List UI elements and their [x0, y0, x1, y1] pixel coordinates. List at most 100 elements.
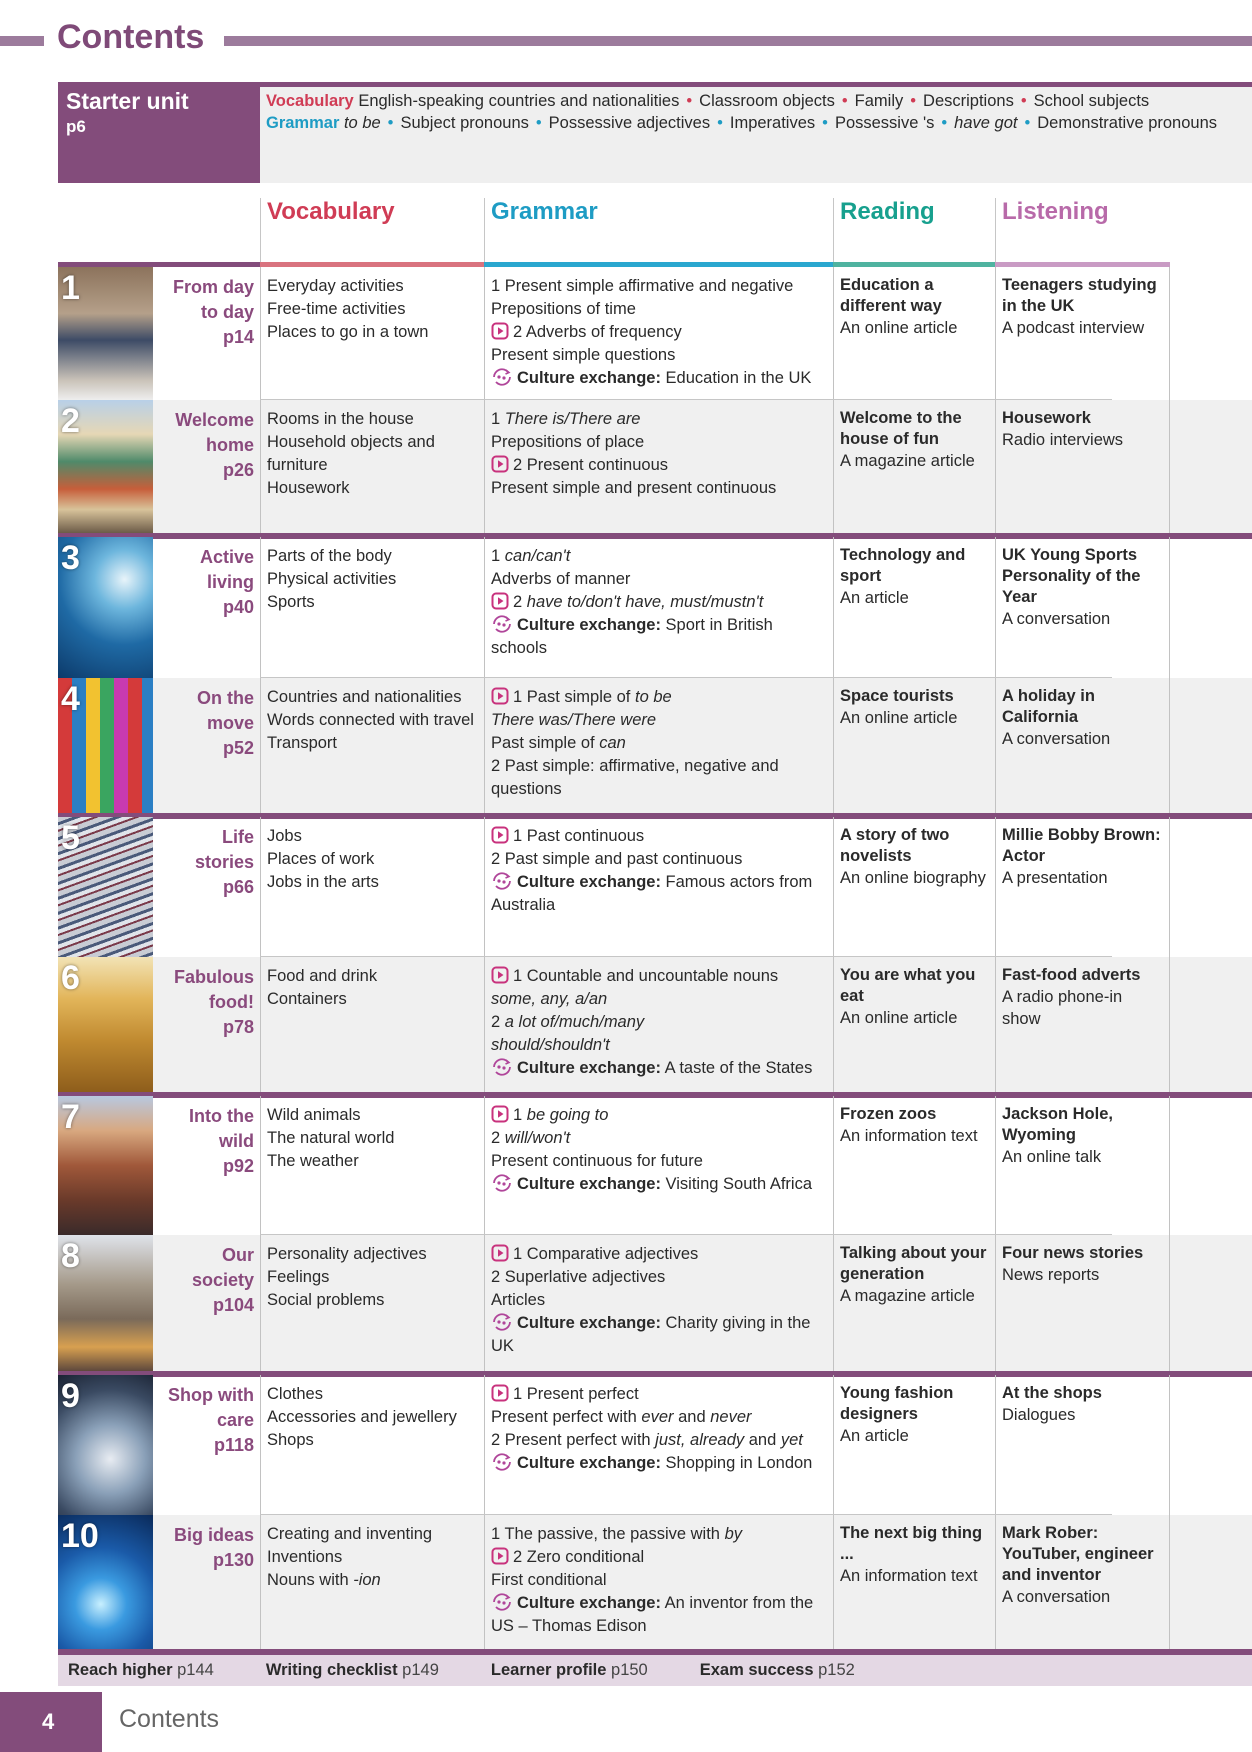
unit-title-link[interactable]: Shop with care p118 [153, 1375, 260, 1515]
listening-text-type: News reports [1002, 1266, 1100, 1284]
unit-title-link[interactable]: Fabulous food! p78 [153, 957, 260, 1096]
listening-cell: Millie Bobby Brown: Actor A presentation [995, 817, 1170, 957]
text-segment: Social problems [267, 1291, 385, 1309]
starter-unit-label[interactable]: Starter unit p6 [58, 82, 260, 183]
row-divider [260, 399, 1112, 400]
vocabulary-item: Wild animals [267, 1104, 478, 1127]
unit-photo: 1 [58, 267, 153, 400]
unit-row[interactable]: 10 Big ideas p130 Creating and inventing Inv… [58, 1515, 1252, 1652]
column-header-bar [995, 262, 1170, 267]
text-segment: 1 Past simple of [513, 688, 635, 706]
footer-link-writing-checklist[interactable]: Writing checklist p149 [266, 1661, 439, 1679]
grammar-cell: 1 Past simple of to be There was/There we… [484, 678, 833, 817]
unit-title-line: Shop with [168, 1385, 254, 1405]
text-segment: Free-time activities [267, 300, 406, 318]
unit-title-link[interactable]: Big ideas p130 [153, 1515, 260, 1652]
unit-row[interactable]: 2 Welcome home p26 Rooms in the house Househo… [58, 400, 1252, 537]
reading-text-type: An online article [840, 1009, 958, 1027]
footer-link-reach-higher[interactable]: Reach higher p144 [68, 1661, 214, 1679]
text-segment: Education in the UK [665, 369, 812, 387]
reading-text-type: An article [840, 1427, 909, 1445]
unit-number: 5 [61, 819, 80, 857]
footer-link-page: p149 [402, 1661, 439, 1679]
unit-page: p66 [222, 877, 254, 897]
culture-exchange-label: Culture exchange: [517, 873, 661, 891]
grammar-item: 2 a lot of/much/many [491, 1011, 827, 1034]
text-segment: 1 Countable and uncountable nouns [513, 967, 779, 985]
footer-link-exam-success[interactable]: Exam success p152 [700, 1661, 855, 1679]
reading-title: You are what you eat [840, 966, 976, 1005]
listening-text-type: An online talk [1002, 1148, 1102, 1166]
listening-text-type: A conversation [1002, 730, 1111, 748]
unit-title-link[interactable]: Active living p40 [153, 537, 260, 678]
unit-row[interactable]: 7 Into the wild p92 Wild animals The natural … [58, 1092, 1252, 1235]
text-segment: Visiting South Africa [665, 1175, 812, 1193]
video-play-icon [491, 1244, 509, 1262]
unit-title-line: Active [199, 547, 254, 567]
unit-row[interactable]: 5 Life stories p66 Jobs Places of work Jobs in… [58, 813, 1252, 957]
unit-row[interactable]: 4 On the move p52 Countries and nationalitie… [58, 678, 1252, 817]
listening-text-type: A radio phone-in show [1002, 988, 1123, 1028]
reading-cell: Technology and sport An article [833, 537, 995, 678]
italic-text: -ion [353, 1571, 381, 1589]
vocabulary-item: Countries and nationalities [267, 686, 478, 709]
text-segment: 2 [491, 1013, 505, 1031]
footer-link-label: Writing checklist [265, 1661, 398, 1679]
unit-row[interactable]: 1 From day to day p14 Everyday activities Fre… [58, 267, 1252, 400]
unit-row[interactable]: 8 Our society p104 Personality adjectives Fee… [58, 1235, 1252, 1375]
video-play-icon [491, 966, 509, 984]
unit-title-link[interactable]: Into the wild p92 [153, 1096, 260, 1235]
grammar-item: 2 Zero conditional [491, 1546, 827, 1569]
text-segment: Possessive 's [834, 113, 935, 132]
vocabulary-item: Household objects and furniture [267, 431, 478, 477]
vocabulary-item: Parts of the body [267, 545, 478, 568]
grammar-item: 2 Superlative adjectives [491, 1266, 827, 1289]
unit-title-line: stories [194, 852, 254, 872]
unit-row[interactable]: 9 Shop with care p118 Clothes Accessories and… [58, 1371, 1252, 1515]
unit-title-link[interactable]: From day to day p14 [153, 267, 260, 400]
text-segment: Food and drink [267, 967, 378, 985]
grammar-item: Culture exchange: Famous actors from Aus… [491, 871, 827, 917]
culture-exchange-icon [491, 1058, 513, 1076]
unit-page: p78 [222, 1017, 254, 1037]
listening-text-type: Dialogues [1002, 1406, 1076, 1424]
grammar-item: There was/There were [491, 709, 827, 732]
grammar-item: First conditional [491, 1569, 827, 1592]
unit-title-link[interactable]: Our society p104 [153, 1235, 260, 1375]
bullet-dot: • [1024, 113, 1031, 132]
bullet-dot: • [717, 113, 723, 132]
unit-photo: 4 [58, 678, 153, 817]
column-header-bar [260, 262, 484, 267]
unit-row[interactable]: 6 Fabulous food! p78 Food and drink Container… [58, 957, 1252, 1096]
column-header-listening: Listening [995, 198, 1170, 262]
unit-page: p52 [222, 738, 254, 758]
grammar-item: 1 Past simple of to be [491, 686, 827, 709]
unit-title-link[interactable]: Welcome home p26 [153, 400, 260, 537]
unit-title-link[interactable]: On the move p52 [153, 678, 260, 817]
grammar-topic: Demonstrative pronouns [1037, 114, 1217, 132]
unit-photo: 9 [58, 1375, 153, 1515]
unit-title-link[interactable]: Life stories p66 [153, 817, 260, 957]
text-segment: Wild animals [267, 1106, 361, 1124]
unit-number: 3 [61, 539, 80, 577]
culture-exchange-label: Culture exchange: [517, 616, 661, 634]
grammar-cell: 1 can/can't Adverbs of manner 2 have to/do… [484, 537, 833, 678]
unit-page: p118 [213, 1435, 254, 1455]
grammar-topic: Possessive 's [835, 114, 934, 132]
unit-title-line: Into the [189, 1106, 254, 1126]
text-segment: Prepositions of time [491, 300, 636, 318]
italic-text: will/won't [504, 1129, 571, 1147]
grammar-item: Culture exchange: Charity giving in the … [491, 1312, 827, 1358]
listening-text-type: A podcast interview [1002, 319, 1145, 337]
culture-exchange-label: Culture exchange: [517, 1059, 661, 1077]
vocabulary-item: Inventions [267, 1546, 478, 1569]
bullet-dot: • [1020, 92, 1027, 110]
text-segment: 2 [491, 1129, 505, 1147]
text-segment: Present perfect with [491, 1408, 642, 1426]
grammar-item: 2 Present continuous [491, 454, 827, 477]
footer-link-label: Exam success [699, 1661, 814, 1679]
unit-row[interactable]: 3 Active living p40 Parts of the body Physica… [58, 533, 1252, 678]
footer-link-learner-profile[interactable]: Learner profile p150 [491, 1661, 648, 1679]
unit-title-line: living [206, 572, 254, 592]
vocabulary-item: Everyday activities [267, 275, 478, 298]
